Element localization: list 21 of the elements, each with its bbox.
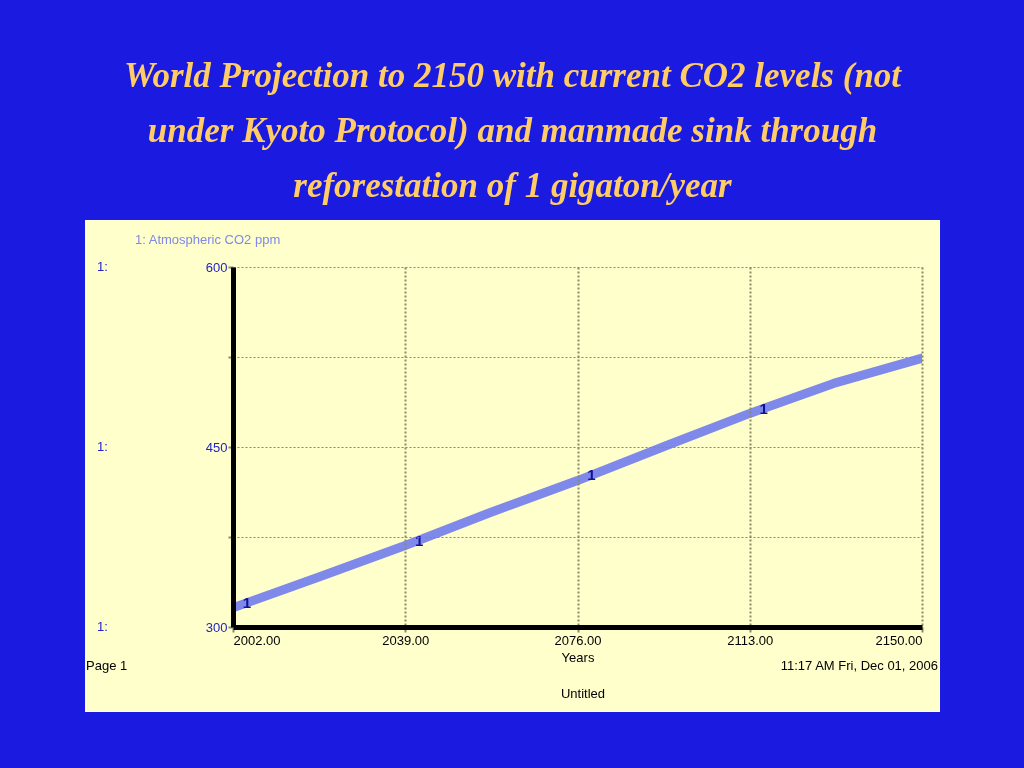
x-tick-label: 2076.00: [554, 632, 602, 648]
text: Page 1: [86, 658, 128, 673]
y-tick-label: 600: [205, 259, 228, 275]
x-tick-label: 2150.00: [875, 632, 923, 648]
x-tick-label: 2113.00: [727, 632, 774, 648]
y-tick-label: 300: [205, 619, 228, 635]
annotation: 1: [759, 399, 768, 417]
text: 11:17 AM Fri, Dec 01, 2006: [780, 658, 938, 673]
chart-title: World Projection to 2150 with current CO2 levels (not under Kyoto Protocol) and manmade sink through reforestation of 1 gigaton/year: [123, 56, 903, 205]
y-tick-label: 450: [205, 439, 228, 455]
x-tick-label: 2002.00: [233, 632, 281, 648]
text: 1: Atmospheric CO2 ppm: [135, 232, 281, 247]
x-axis-title: Years: [561, 649, 595, 665]
text: Untitled: [560, 686, 606, 701]
x-tick-label: 2039.00: [382, 632, 430, 648]
annotation: 1: [587, 465, 596, 483]
annotation: 1: [242, 594, 252, 611]
text: 1:: [97, 439, 108, 454]
annotation: 1: [415, 531, 424, 549]
text: 1:: [97, 619, 108, 634]
text: 1:: [97, 259, 108, 274]
